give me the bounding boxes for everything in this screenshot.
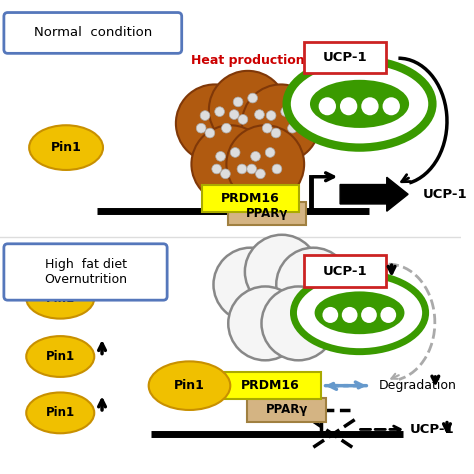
Circle shape <box>216 152 226 161</box>
Text: Degradation: Degradation <box>379 379 457 392</box>
Circle shape <box>212 164 221 174</box>
Circle shape <box>215 107 225 117</box>
Text: Pin1: Pin1 <box>46 292 75 305</box>
FancyBboxPatch shape <box>228 202 306 225</box>
Ellipse shape <box>293 274 426 352</box>
Circle shape <box>176 84 254 162</box>
Ellipse shape <box>319 97 336 115</box>
Text: UCP-1: UCP-1 <box>423 188 467 201</box>
Ellipse shape <box>322 307 338 323</box>
Text: PPARγ: PPARγ <box>265 403 308 417</box>
Circle shape <box>233 97 243 107</box>
Ellipse shape <box>361 307 377 323</box>
Circle shape <box>242 84 319 162</box>
Circle shape <box>248 93 257 103</box>
Circle shape <box>213 248 287 321</box>
Circle shape <box>237 164 247 174</box>
Ellipse shape <box>383 97 400 115</box>
Text: PPARγ: PPARγ <box>246 207 288 220</box>
Circle shape <box>251 152 260 161</box>
Text: PRDM16: PRDM16 <box>241 379 300 392</box>
Circle shape <box>205 128 215 138</box>
Ellipse shape <box>381 307 396 323</box>
Ellipse shape <box>26 278 94 319</box>
Circle shape <box>281 107 291 117</box>
Ellipse shape <box>29 125 103 170</box>
FancyArrow shape <box>340 177 408 211</box>
Ellipse shape <box>310 80 409 128</box>
Text: Pin1: Pin1 <box>46 350 75 363</box>
Ellipse shape <box>287 60 432 147</box>
Circle shape <box>255 109 264 119</box>
Circle shape <box>209 71 287 148</box>
Text: UCP-1: UCP-1 <box>410 423 455 436</box>
Ellipse shape <box>361 97 379 115</box>
Circle shape <box>266 110 276 120</box>
FancyBboxPatch shape <box>304 255 386 287</box>
Circle shape <box>265 147 275 157</box>
Circle shape <box>263 123 272 133</box>
Text: PRDM16: PRDM16 <box>221 191 280 205</box>
Circle shape <box>228 286 302 360</box>
Ellipse shape <box>26 336 94 377</box>
Ellipse shape <box>315 292 404 334</box>
FancyBboxPatch shape <box>4 244 167 300</box>
Circle shape <box>276 248 350 321</box>
Circle shape <box>220 169 230 179</box>
Circle shape <box>229 109 239 119</box>
FancyBboxPatch shape <box>247 398 327 422</box>
Text: Heat production: Heat production <box>191 54 305 67</box>
Ellipse shape <box>340 97 357 115</box>
Circle shape <box>255 169 265 179</box>
Text: Pin1: Pin1 <box>46 406 75 419</box>
Circle shape <box>227 125 304 203</box>
Ellipse shape <box>26 392 94 433</box>
FancyBboxPatch shape <box>4 12 182 54</box>
Circle shape <box>288 123 297 133</box>
Circle shape <box>247 164 256 174</box>
Circle shape <box>221 123 231 133</box>
Ellipse shape <box>149 361 230 410</box>
Circle shape <box>191 125 269 203</box>
Text: Overnutrition: Overnutrition <box>44 273 127 286</box>
Circle shape <box>271 128 281 138</box>
Circle shape <box>238 115 248 124</box>
Text: Pin1: Pin1 <box>174 379 205 392</box>
Ellipse shape <box>342 307 357 323</box>
Circle shape <box>196 123 206 133</box>
Text: UCP-1: UCP-1 <box>323 51 367 64</box>
Circle shape <box>245 235 319 309</box>
Circle shape <box>262 286 335 360</box>
Text: UCP-1: UCP-1 <box>323 264 367 277</box>
FancyBboxPatch shape <box>202 184 299 212</box>
Circle shape <box>200 110 210 120</box>
Text: Pin1: Pin1 <box>51 141 82 154</box>
FancyBboxPatch shape <box>219 372 321 399</box>
Circle shape <box>272 164 282 174</box>
Text: Normal  condition: Normal condition <box>34 27 152 39</box>
Text: High  fat diet: High fat diet <box>45 258 127 271</box>
Circle shape <box>230 147 240 157</box>
FancyBboxPatch shape <box>304 42 386 73</box>
